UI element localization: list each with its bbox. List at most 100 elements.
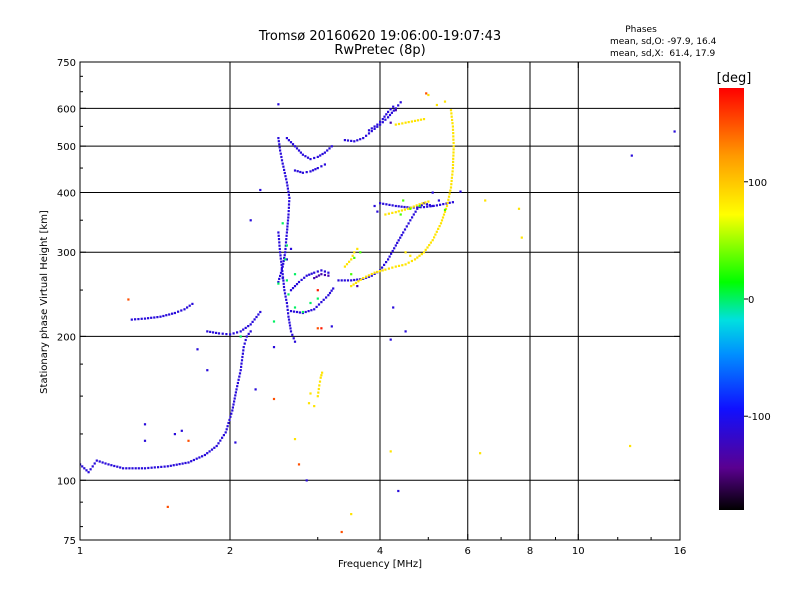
echo-point	[313, 405, 316, 408]
echo-point	[350, 513, 353, 516]
echo-point	[309, 170, 312, 173]
echo-point	[286, 222, 289, 225]
echo-point	[381, 118, 384, 121]
echo-point	[316, 327, 319, 330]
echo-point	[394, 107, 397, 110]
echo-point	[307, 310, 310, 313]
echo-point	[459, 190, 462, 193]
echo-point	[307, 402, 311, 405]
echo-point	[281, 270, 284, 273]
echo-point	[190, 460, 193, 463]
echo-point	[305, 479, 308, 482]
echo-point	[231, 409, 234, 412]
echo-point	[451, 173, 454, 176]
echo-point	[450, 179, 453, 183]
colorbar-label: [deg]	[717, 71, 752, 86]
echo-point	[242, 328, 245, 331]
echo-point	[337, 279, 340, 282]
y-tick-label: 200	[57, 332, 76, 343]
echo-point	[134, 318, 137, 321]
echo-point	[448, 201, 451, 204]
echo-point	[320, 327, 323, 330]
echo-point	[327, 274, 330, 277]
echo-point	[98, 460, 101, 463]
echo-point	[443, 210, 447, 213]
echo-point	[180, 429, 183, 432]
echo-point	[310, 272, 313, 275]
echo-point	[299, 170, 302, 174]
echo-point	[305, 171, 308, 174]
echo-point	[288, 324, 292, 327]
echo-point	[445, 204, 449, 208]
echo-point	[373, 204, 376, 208]
echo-point	[286, 219, 290, 222]
echo-point	[320, 374, 323, 377]
echo-point	[409, 207, 412, 210]
echo-point	[357, 280, 360, 283]
echo-point	[278, 244, 281, 247]
echo-point	[287, 293, 290, 296]
echo-point	[404, 263, 407, 266]
echo-point	[289, 141, 293, 144]
echo-point	[314, 168, 317, 171]
echo-point	[233, 400, 236, 403]
echo-point	[280, 268, 283, 271]
echo-point	[384, 118, 387, 121]
echo-point	[288, 200, 291, 203]
echo-point	[373, 127, 376, 130]
echo-point	[184, 461, 187, 465]
echo-point	[289, 247, 293, 250]
echo-point	[277, 231, 280, 234]
echo-point	[241, 352, 244, 355]
echo-point	[242, 346, 245, 349]
echo-point	[249, 323, 252, 326]
echo-point	[293, 340, 297, 343]
echo-point	[404, 121, 407, 124]
echo-point	[282, 282, 285, 285]
echo-point	[201, 455, 204, 458]
colorbar-tick-label: -100	[748, 412, 771, 423]
echo-point	[279, 152, 282, 155]
echo-point	[391, 211, 394, 214]
echo-point	[330, 145, 333, 148]
echo-point	[183, 308, 186, 311]
echo-point	[520, 236, 523, 239]
echo-point	[394, 204, 397, 208]
echo-point	[289, 327, 292, 330]
echo-point	[131, 467, 134, 470]
echo-point	[80, 463, 82, 466]
echo-point	[353, 140, 356, 143]
echo-point	[392, 105, 395, 108]
echo-point	[281, 277, 284, 280]
echo-point	[315, 305, 318, 308]
echo-point	[390, 252, 393, 255]
echo-point	[280, 263, 283, 266]
echo-point	[435, 103, 438, 107]
echo-point	[327, 271, 330, 274]
echo-point	[387, 212, 390, 215]
echo-point	[317, 391, 320, 394]
echo-point	[416, 256, 419, 259]
echo-point	[203, 453, 206, 457]
echo-point	[400, 205, 403, 208]
echo-point	[354, 281, 358, 284]
echo-point	[387, 267, 390, 270]
echo-point	[340, 530, 343, 534]
echo-point	[231, 406, 234, 409]
echo-point	[195, 457, 198, 460]
echo-point	[370, 272, 373, 276]
echo-point	[426, 205, 429, 208]
echo-point	[284, 247, 287, 251]
echo-point	[215, 331, 218, 334]
echo-point	[403, 208, 406, 211]
echo-point	[287, 203, 291, 206]
echo-point	[178, 463, 181, 466]
echo-point	[426, 246, 429, 249]
echo-point	[401, 122, 404, 125]
echo-point	[286, 187, 289, 190]
echo-point	[431, 191, 434, 194]
echo-point	[287, 210, 290, 213]
echo-point	[315, 275, 318, 278]
echo-point	[272, 346, 276, 349]
